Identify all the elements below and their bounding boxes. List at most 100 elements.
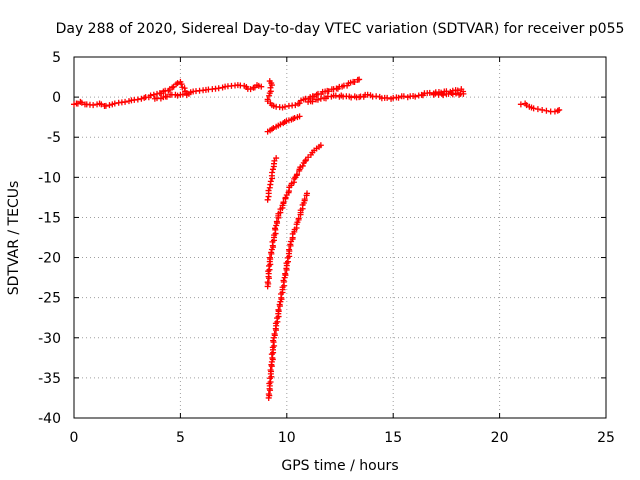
plot-frame	[73, 56, 607, 419]
data-point	[122, 98, 129, 105]
data-point	[282, 270, 289, 277]
x-tick-label: 20	[491, 430, 509, 446]
data-point	[264, 196, 271, 203]
data-point	[395, 94, 402, 101]
data-point	[215, 85, 222, 92]
data-point	[309, 98, 316, 105]
axis-ticks: 0 5 10 15 20 25 5 0 -5 -10 -15 -20 -25 -30 -35 -40	[38, 50, 615, 446]
data-point	[102, 102, 109, 109]
data-point	[325, 88, 332, 95]
data-point	[258, 83, 265, 90]
data-point	[348, 94, 355, 101]
data-point	[111, 100, 118, 107]
data-point	[356, 76, 363, 83]
data-point	[174, 80, 181, 87]
data-point	[265, 187, 272, 194]
y-tick-label: -35	[38, 371, 61, 387]
data-point	[267, 366, 274, 373]
data-point	[268, 249, 275, 256]
x-axis-label: GPS time / hours	[281, 458, 398, 474]
data-point	[174, 92, 181, 99]
data-point	[265, 391, 272, 398]
grid-lines	[74, 57, 606, 418]
data-point	[276, 301, 283, 308]
x-tick-label: 0	[70, 430, 79, 446]
data-point	[78, 99, 85, 106]
data-point	[134, 96, 141, 103]
data-point	[456, 91, 463, 98]
y-tick-label: -40	[38, 411, 61, 427]
data-point	[301, 196, 308, 203]
data-point	[448, 90, 455, 97]
x-tick-label: 5	[176, 430, 185, 446]
data-point	[280, 277, 287, 284]
data-point	[296, 113, 303, 120]
x-tick-label: 10	[278, 430, 296, 446]
data-point	[530, 105, 537, 112]
data-point	[304, 190, 311, 197]
y-tick-label: -10	[38, 170, 61, 186]
x-tick-label: 15	[384, 430, 402, 446]
y-axis-label: SDTVAR / TECUs	[6, 181, 22, 296]
y-tick-label: -30	[38, 331, 61, 347]
data-point	[517, 101, 524, 108]
data-point	[295, 215, 302, 222]
chart-title: Day 288 of 2020, Sidereal Day-to-day VTE…	[56, 21, 625, 37]
x-tick-label: 25	[597, 430, 615, 446]
data-point	[291, 114, 298, 121]
data-point	[267, 178, 274, 185]
data-point	[332, 92, 339, 99]
y-tick-label: 0	[52, 90, 61, 106]
data-point	[282, 103, 289, 110]
data-point	[314, 96, 321, 103]
data-point	[163, 93, 170, 100]
data-point	[280, 199, 287, 206]
data-point	[266, 92, 273, 99]
data-point	[266, 90, 273, 97]
data-point	[272, 225, 279, 232]
data-point	[294, 171, 301, 178]
data-point	[543, 107, 550, 114]
y-tick-label: -15	[38, 210, 61, 226]
data-point	[351, 78, 358, 85]
data-point	[269, 169, 276, 176]
data-point	[534, 106, 541, 113]
data-point	[551, 108, 558, 115]
data-point	[138, 95, 145, 102]
y-tick-label: 5	[52, 50, 61, 66]
data-point	[554, 107, 561, 114]
data-point	[273, 155, 280, 162]
data-point	[141, 94, 148, 101]
data-point	[264, 279, 271, 286]
data-point	[297, 97, 304, 104]
y-tick-label: -25	[38, 291, 61, 307]
data-point	[286, 246, 293, 253]
data-point	[269, 166, 276, 173]
data-point	[400, 93, 407, 100]
data-point	[271, 330, 278, 337]
data-point	[185, 90, 192, 97]
data-point	[430, 91, 437, 98]
data-point	[438, 90, 445, 97]
data-point	[302, 158, 309, 165]
data-point	[384, 94, 391, 101]
data-point	[275, 306, 282, 313]
data-point	[299, 162, 306, 169]
data-point	[90, 102, 97, 109]
y-tick-label: -20	[38, 251, 61, 267]
data-point	[412, 93, 419, 100]
data-point	[539, 106, 546, 113]
data-point	[270, 337, 277, 344]
data-marks	[71, 76, 563, 401]
data-point	[150, 91, 157, 98]
data-point	[106, 102, 113, 109]
data-point	[147, 92, 154, 99]
data-point	[287, 241, 294, 248]
data-point	[270, 124, 277, 131]
data-point	[556, 106, 563, 113]
data-point	[273, 218, 280, 225]
data-point	[277, 121, 284, 128]
data-point	[247, 86, 254, 93]
y-tick-label: -5	[47, 130, 61, 146]
